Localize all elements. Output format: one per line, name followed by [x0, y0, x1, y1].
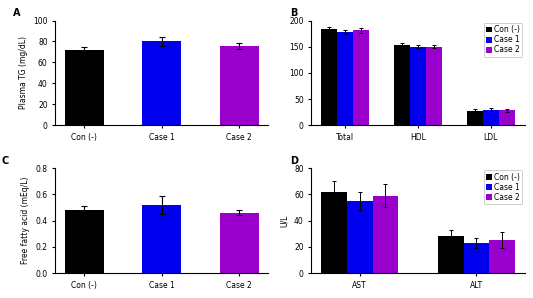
Bar — [65, 210, 104, 273]
Legend: Con (-), Case 1, Case 2: Con (-), Case 1, Case 2 — [483, 170, 522, 204]
Bar — [142, 41, 181, 125]
Bar — [220, 213, 259, 273]
Bar — [347, 201, 373, 273]
Bar — [410, 47, 426, 125]
Bar — [438, 236, 464, 273]
Bar — [142, 205, 181, 273]
Bar — [337, 32, 353, 125]
Legend: Con (-), Case 1, Case 2: Con (-), Case 1, Case 2 — [483, 23, 522, 57]
Bar — [321, 192, 347, 273]
Y-axis label: Free fatty acid (mEq/L): Free fatty acid (mEq/L) — [21, 177, 30, 264]
Y-axis label: U/L: U/L — [279, 214, 288, 227]
Bar — [373, 196, 398, 273]
Text: B: B — [290, 8, 297, 18]
Text: C: C — [2, 156, 9, 166]
Bar — [321, 30, 337, 125]
Bar — [483, 110, 499, 125]
Bar — [499, 110, 515, 125]
Text: D: D — [290, 156, 298, 166]
Bar — [353, 30, 369, 125]
Bar — [65, 50, 104, 125]
Text: A: A — [13, 8, 20, 18]
Bar — [426, 47, 442, 125]
Bar — [464, 243, 489, 273]
Y-axis label: Plasma TG (mg/dL): Plasma TG (mg/dL) — [19, 36, 28, 109]
Bar — [394, 45, 410, 125]
Bar — [489, 240, 515, 273]
Bar — [467, 111, 483, 125]
Bar — [220, 46, 259, 125]
